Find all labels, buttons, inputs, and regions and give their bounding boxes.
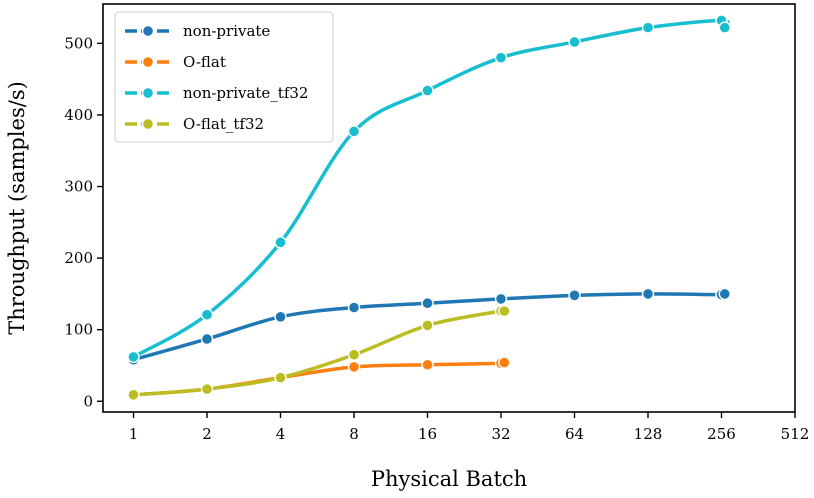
x-axis-label: Physical Batch	[371, 467, 527, 491]
y-tick-label: 400	[64, 106, 93, 124]
legend-entry: O-flat	[125, 53, 226, 71]
y-axis: 0 100 200 300 400 500	[64, 34, 103, 410]
data-point	[127, 350, 140, 364]
data-point	[421, 84, 434, 97]
legend-marker	[141, 55, 155, 69]
series-non-private-tf32	[127, 14, 731, 364]
x-tick-label: 64	[565, 425, 584, 443]
series-line	[131, 292, 730, 362]
data-point	[718, 287, 731, 301]
legend: non-private O-flat non-private_tf32 O-flat_…	[114, 11, 334, 143]
data-point	[421, 319, 434, 332]
data-point	[568, 289, 581, 302]
series-group	[127, 14, 731, 402]
legend-entry: non-private	[125, 22, 270, 40]
x-tick-label: 256	[707, 425, 736, 443]
legend-label: non-private	[183, 22, 270, 40]
x-tick-label: 32	[491, 425, 510, 443]
data-point	[200, 382, 214, 396]
y-tick-label: 0	[83, 392, 93, 410]
data-point	[498, 304, 511, 318]
y-axis-label: Throughput (samples/s)	[5, 81, 29, 335]
data-point	[274, 371, 287, 384]
x-tick-label: 4	[276, 425, 286, 443]
data-point	[568, 35, 581, 49]
x-tick-label: 512	[781, 425, 810, 443]
data-point	[347, 360, 361, 374]
plot-frame	[102, 3, 796, 413]
data-point	[498, 356, 511, 369]
legend-label: O-flat	[183, 53, 226, 71]
legend-entry: non-private_tf32	[125, 84, 308, 102]
data-point	[641, 287, 655, 301]
legend-marker	[141, 117, 155, 131]
data-point	[347, 125, 361, 138]
legend-label: non-private_tf32	[183, 84, 308, 102]
y-tick-label: 200	[64, 249, 93, 267]
data-point	[274, 310, 287, 323]
series-non-private	[127, 287, 731, 366]
y-tick-label: 300	[64, 178, 93, 196]
legend-entry: O-flat_tf32	[125, 115, 264, 133]
x-axis: 1 2 4 8 16 32 64 128 256 512	[129, 412, 810, 443]
x-tick-label: 128	[634, 425, 663, 443]
legend-label: O-flat_tf32	[183, 115, 264, 133]
y-tick-label: 500	[64, 34, 93, 52]
data-point	[641, 21, 655, 34]
legend-box	[114, 11, 334, 143]
legend-marker	[141, 86, 155, 100]
data-point	[127, 388, 140, 402]
x-tick-label: 2	[202, 425, 212, 443]
y-tick-label: 100	[64, 321, 93, 339]
data-point	[494, 292, 508, 306]
legend-marker	[141, 24, 155, 38]
series-O-flat-tf32	[127, 304, 511, 402]
data-point	[347, 348, 361, 361]
data-point	[200, 332, 214, 346]
data-point	[274, 236, 287, 249]
data-point	[200, 308, 214, 321]
x-tick-label: 1	[129, 425, 139, 443]
series-line	[131, 308, 510, 397]
data-point	[347, 301, 361, 314]
series-O-flat	[127, 356, 511, 402]
data-point	[421, 358, 434, 371]
x-tick-label: 16	[418, 425, 437, 443]
data-point	[421, 297, 434, 310]
x-tick-label: 8	[349, 425, 359, 443]
data-point	[718, 21, 731, 34]
data-point	[494, 51, 508, 64]
